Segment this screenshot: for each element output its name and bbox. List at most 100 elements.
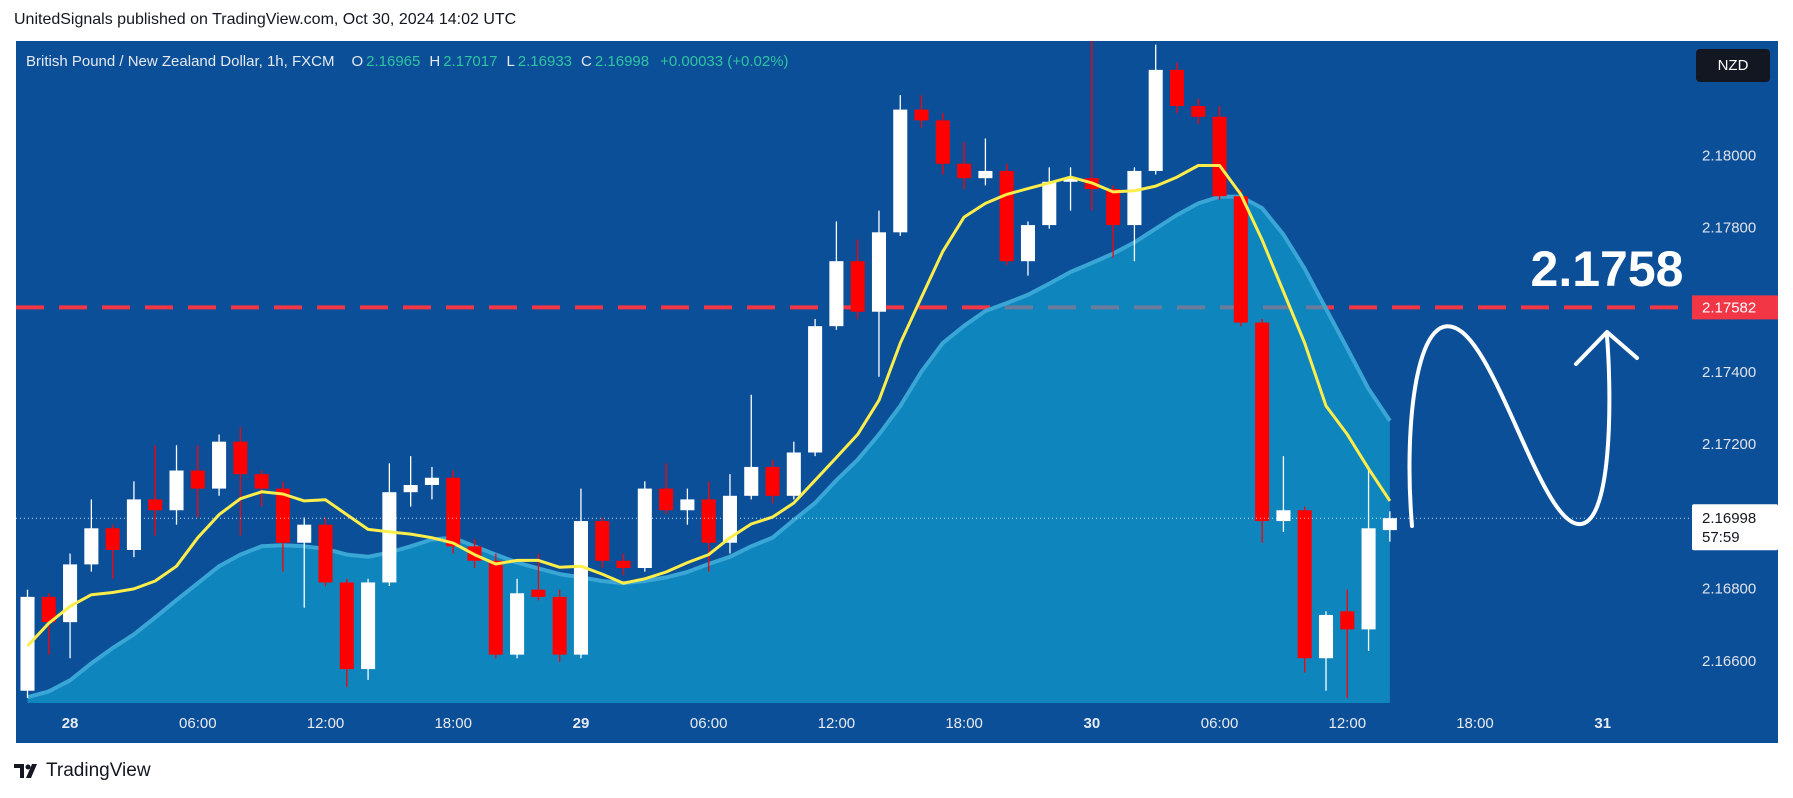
candle-body <box>1340 611 1355 630</box>
x-tick-label: 12:00 <box>818 715 856 732</box>
forecast-arrow <box>1407 324 1612 528</box>
candle-body <box>595 521 610 561</box>
forecast-arrow-head <box>1574 330 1639 366</box>
candle-body <box>552 596 567 655</box>
candle-body <box>1318 614 1334 659</box>
candle-body <box>20 596 35 691</box>
candle-body <box>1148 69 1163 171</box>
candle-body <box>446 477 461 547</box>
candle-body <box>105 528 120 550</box>
legend-change: +0.00033 (+0.02%) <box>660 53 789 70</box>
candle-body <box>1212 116 1227 197</box>
current-price-label: 2.16998 <box>1702 510 1756 527</box>
candle-body <box>616 560 631 569</box>
x-tick-label: 28 <box>62 715 79 732</box>
candle-body <box>722 495 737 543</box>
candle-body <box>573 521 588 655</box>
candle-body <box>510 593 525 655</box>
candle-body <box>1106 188 1121 226</box>
symbol-title: British Pound / New Zealand Dollar, 1h, … <box>26 53 335 70</box>
candle-body <box>254 474 269 489</box>
legend-low: 2.16933 <box>517 53 573 70</box>
candle-body <box>1233 196 1248 323</box>
x-tick-label: 18:00 <box>1456 715 1494 732</box>
candle-body <box>1297 510 1312 659</box>
legend-key: H <box>429 53 441 70</box>
x-tick-label: 18:00 <box>945 715 983 732</box>
candle-body <box>1191 105 1206 117</box>
brand-logo <box>14 764 37 778</box>
candle-body <box>1127 170 1142 226</box>
candle-body <box>361 582 376 670</box>
candle-body <box>63 564 78 623</box>
level-price-box <box>1692 295 1778 320</box>
candle-body <box>1382 518 1397 531</box>
candle-body <box>126 499 141 550</box>
candle-body <box>978 170 993 179</box>
candle-body <box>999 170 1014 262</box>
candle-body <box>871 232 886 312</box>
x-tick-label: 06:00 <box>179 715 217 732</box>
candle-body <box>212 441 227 489</box>
legend-high: 2.17017 <box>443 53 498 70</box>
candle-body <box>531 589 546 597</box>
target-annotation: 2.1758 <box>1531 241 1684 297</box>
candle-body <box>893 109 908 233</box>
candle-body <box>297 524 312 543</box>
level-price-label: 2.17582 <box>1702 299 1756 316</box>
candle-body <box>1063 178 1078 182</box>
x-tick-label: 29 <box>573 715 590 732</box>
candle-body <box>424 477 439 485</box>
x-tick-label: 18:00 <box>434 715 472 732</box>
candle-body <box>275 488 290 543</box>
candle-body <box>233 441 248 475</box>
ma-area <box>27 196 1390 703</box>
x-tick-label: 12:00 <box>307 715 345 732</box>
legend-key: O <box>351 53 364 70</box>
candle-body <box>190 470 205 489</box>
candle-body <box>403 484 418 493</box>
x-tick-label: 06:00 <box>1201 715 1239 732</box>
candle-body <box>339 582 354 670</box>
candle-body <box>957 163 972 179</box>
x-tick-label: 30 <box>1083 715 1100 732</box>
y-tick-label: 2.17400 <box>1702 364 1756 381</box>
y-tick-label: 2.16600 <box>1702 653 1756 670</box>
x-tick-label: 06:00 <box>690 715 728 732</box>
footer: TradingView <box>14 760 151 782</box>
legend-open: 2.16965 <box>366 53 421 70</box>
candle-body <box>1042 181 1057 226</box>
publish-caption: UnitedSignals published on TradingView.c… <box>14 11 517 28</box>
candle-body <box>659 488 674 511</box>
candle-body <box>1020 225 1036 262</box>
candle-body <box>701 499 716 543</box>
y-tick-label: 2.17800 <box>1702 220 1756 237</box>
candle-body <box>829 261 844 327</box>
candle-body <box>765 466 780 496</box>
current-price-box <box>1692 504 1778 551</box>
candle-body <box>1276 510 1291 522</box>
candle-body <box>318 524 333 583</box>
ma-line <box>26 164 1392 648</box>
candle-body <box>1361 528 1376 630</box>
candle-body <box>84 528 99 565</box>
candle-body <box>1169 69 1185 106</box>
brand-name: TradingView <box>46 760 151 781</box>
x-tick-label: 12:00 <box>1329 715 1367 732</box>
candle-body <box>148 499 163 511</box>
candle-body <box>744 466 759 496</box>
y-tick-label: 2.16800 <box>1702 581 1756 598</box>
symbol-legend: British Pound / New Zealand Dollar, 1h, … <box>26 53 789 70</box>
legend-close: 2.16998 <box>594 53 650 70</box>
y-tick-label: 2.18000 <box>1702 147 1756 164</box>
candle-body <box>808 326 823 453</box>
candle-body <box>680 499 695 511</box>
currency-label: NZD <box>1718 57 1749 74</box>
candle-body <box>1255 322 1270 522</box>
x-tick-label: 31 <box>1594 715 1611 732</box>
candle-body <box>382 492 397 583</box>
candle-body <box>169 470 184 511</box>
legend-key: L <box>506 53 515 70</box>
